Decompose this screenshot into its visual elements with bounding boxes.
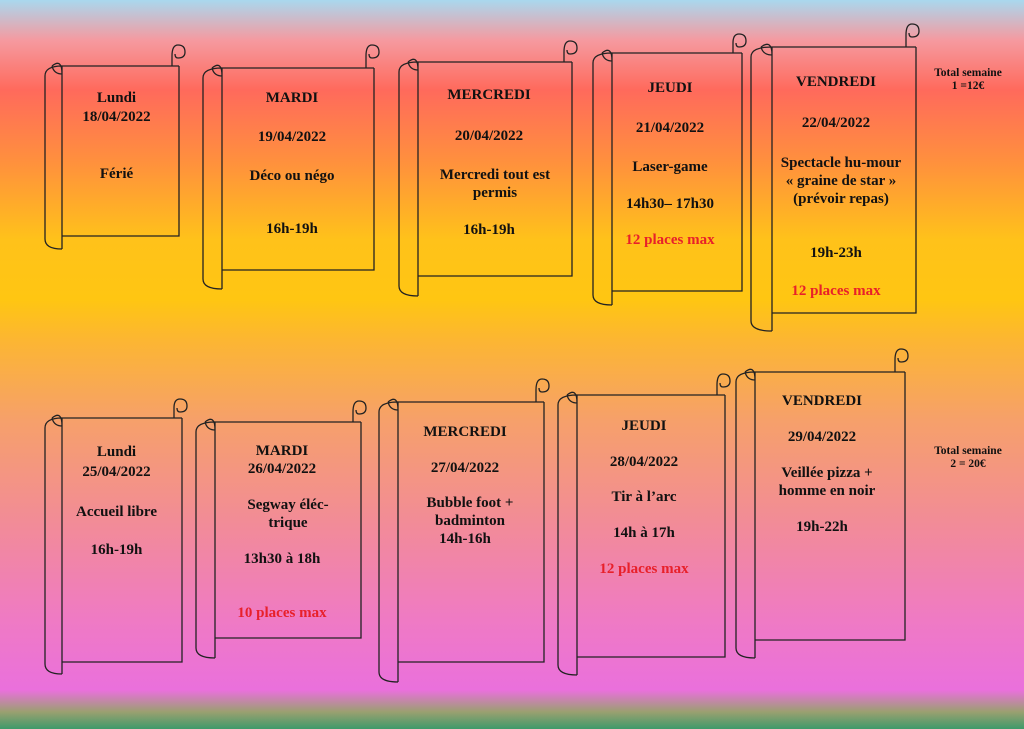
day-name: JEUDI [647, 80, 693, 96]
day-hours: 14h-16h [439, 531, 491, 547]
day-activity: Férié [99, 166, 134, 182]
scroll-frame [44, 398, 188, 675]
scroll-frame [557, 373, 731, 676]
day-activity: Déco ou négo [249, 168, 335, 184]
day-activity: Tir à l’arc [611, 489, 677, 505]
day-name: Lundi [96, 90, 137, 106]
day-card-thursday-week1: JEUDI 21/04/2022 Laser-game 14h30– 17h30… [592, 33, 748, 311]
day-date: 20/04/2022 [454, 128, 524, 144]
week-total-amount: 1 =12€ [951, 80, 985, 92]
day-name: MERCREDI [423, 424, 507, 440]
day-places-note: 10 places max [237, 605, 327, 621]
day-activity: Mercredi tout est permis [439, 167, 551, 201]
day-name: Lundi [96, 444, 137, 460]
day-card-wednesday-week1: MERCREDI 20/04/2022 Mercredi tout est pe… [398, 40, 580, 302]
day-activity: Laser-game [632, 159, 708, 175]
scroll-frame [378, 378, 550, 683]
scroll-frame [398, 40, 578, 297]
week-total-2: Total semaine 2 = 20€ [918, 445, 1018, 471]
day-hours: 19h-22h [796, 519, 848, 535]
day-places-note: 12 places max [791, 283, 881, 299]
scroll-frame [735, 348, 909, 659]
day-date: 18/04/2022 [82, 109, 151, 125]
week-total-amount: 2 = 20€ [950, 458, 986, 470]
week-total-label: Total semaine [934, 67, 1002, 79]
day-card-friday-week1: VENDREDI 22/04/2022 Spectacle hu-mour « … [750, 23, 922, 337]
day-date: 28/04/2022 [609, 454, 679, 470]
day-date: 29/04/2022 [787, 429, 857, 445]
day-date: 19/04/2022 [257, 129, 327, 145]
day-date: 27/04/2022 [430, 460, 500, 476]
day-name: MARDI [255, 443, 309, 459]
day-name: JEUDI [621, 418, 667, 434]
day-activity: Veillée pizza + homme en noir [778, 465, 876, 499]
day-name: MARDI [265, 90, 319, 106]
scroll-frame [195, 400, 367, 659]
day-hours: 13h30 à 18h [243, 551, 321, 567]
day-card-friday-week2: VENDREDI 29/04/2022 Veillée pizza + homm… [735, 348, 909, 664]
day-card-thursday-week2: JEUDI 28/04/2022 Tir à l’arc 14h à 17h 1… [557, 373, 731, 681]
day-name: VENDREDI [795, 74, 876, 90]
week-total-1: Total semaine 1 =12€ [918, 67, 1018, 93]
day-card-tuesday-week1: MARDI 19/04/2022 Déco ou négo 16h-19h [202, 44, 382, 296]
scroll-frame [750, 23, 920, 332]
day-activity: Bubble foot + badminton [426, 495, 514, 529]
day-hours: 14h30– 17h30 [626, 196, 714, 212]
week-total-label: Total semaine [934, 445, 1002, 457]
day-date: 26/04/2022 [247, 461, 317, 477]
day-date: 22/04/2022 [801, 115, 871, 131]
day-name: VENDREDI [781, 393, 862, 409]
day-hours: 16h-19h [90, 542, 143, 558]
day-card-monday-week1: Lundi 18/04/2022 Férié [44, 44, 189, 256]
scroll-frame [202, 44, 380, 290]
scroll-frame [44, 44, 186, 250]
day-hours: 16h-19h [266, 221, 318, 237]
scroll-frame [592, 33, 747, 306]
day-card-wednesday-week2: MERCREDI 27/04/2022 Bubble foot + badmin… [378, 378, 552, 688]
day-places-note: 12 places max [625, 232, 715, 248]
day-hours: 16h-19h [463, 222, 515, 238]
day-card-monday-week2: Lundi 25/04/2022 Accueil libre 16h-19h [44, 398, 189, 680]
day-hours: 14h à 17h [613, 525, 675, 541]
day-places-note: 12 places max [599, 561, 689, 577]
day-card-tuesday-week2: MARDI 26/04/2022 Segway éléc-trique 13h3… [195, 400, 369, 664]
day-date: 21/04/2022 [635, 120, 705, 136]
day-date: 25/04/2022 [82, 464, 151, 480]
day-activity: Accueil libre [76, 504, 157, 520]
day-activity: Segway éléc-trique [247, 497, 329, 531]
day-activity: Spectacle hu-mour « graine de star » (pr… [780, 155, 902, 207]
day-name: MERCREDI [447, 87, 531, 103]
day-hours: 19h-23h [810, 245, 862, 261]
